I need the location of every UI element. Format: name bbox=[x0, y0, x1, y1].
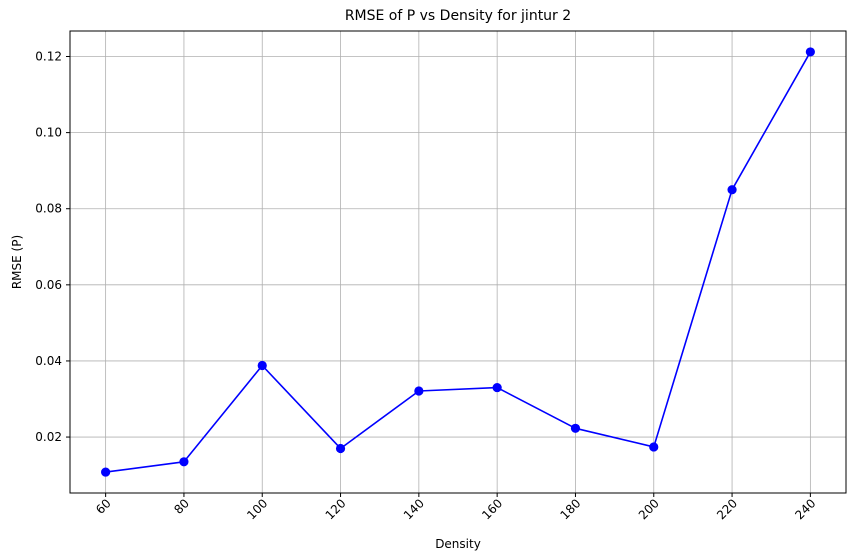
y-tick-label: 0.12 bbox=[35, 49, 62, 63]
chart-title: RMSE of P vs Density for jintur 2 bbox=[345, 8, 571, 24]
data-point bbox=[805, 47, 815, 57]
y-tick-label: 0.08 bbox=[35, 202, 62, 216]
data-point bbox=[335, 443, 346, 454]
data-point bbox=[179, 457, 189, 467]
x-axis-label: Density bbox=[435, 537, 481, 551]
y-tick-label: 0.10 bbox=[35, 126, 62, 140]
data-series bbox=[101, 47, 815, 477]
y-axis-label: RMSE (P) bbox=[10, 235, 24, 289]
series-line bbox=[105, 51, 812, 473]
data-point bbox=[101, 467, 111, 477]
y-tick-label: 0.06 bbox=[35, 278, 62, 292]
y-tick-label: 0.02 bbox=[35, 430, 62, 444]
data-point bbox=[257, 360, 267, 371]
data-point bbox=[414, 386, 424, 396]
data-point bbox=[727, 185, 737, 195]
data-point bbox=[649, 442, 659, 452]
grid bbox=[70, 31, 846, 493]
y-tick-label: 0.04 bbox=[35, 354, 62, 368]
data-point bbox=[570, 423, 581, 433]
data-point bbox=[492, 382, 502, 393]
plot-frame bbox=[69, 30, 847, 494]
